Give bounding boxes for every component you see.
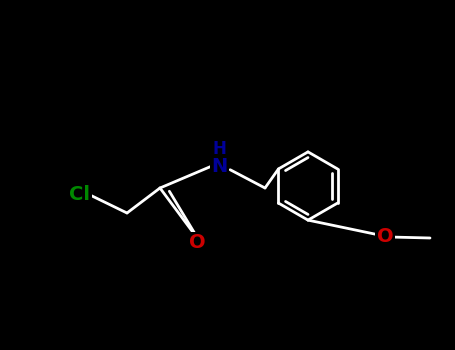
Text: Cl: Cl (70, 186, 91, 204)
Text: H: H (213, 140, 227, 158)
Text: O: O (377, 228, 393, 246)
Text: N: N (212, 157, 228, 176)
Text: O: O (189, 233, 205, 252)
